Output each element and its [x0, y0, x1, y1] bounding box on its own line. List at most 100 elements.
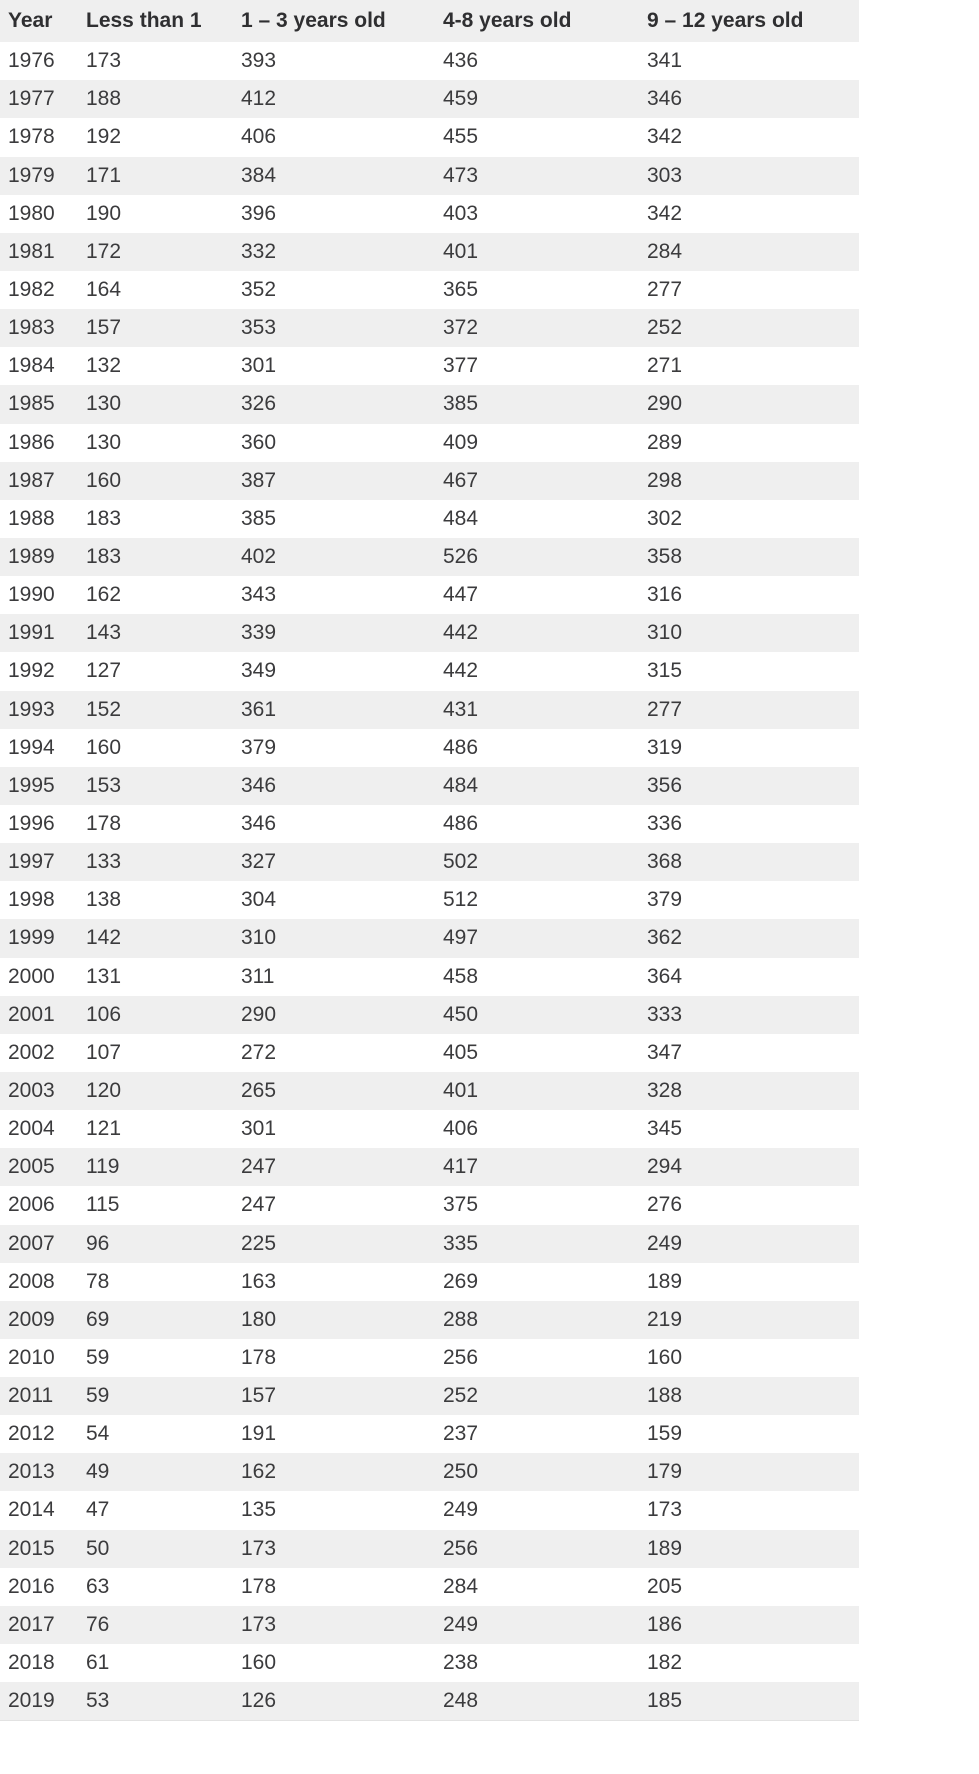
cell-value: 497	[443, 926, 479, 950]
cell-value: 276	[647, 1193, 683, 1217]
cell-value: 249	[647, 1231, 683, 1255]
cell-year: 2004	[8, 1117, 55, 1141]
cell-value: 339	[241, 621, 277, 645]
cell-value: 436	[443, 49, 479, 73]
table-row: 2003 120 265 401 328	[0, 1071, 859, 1111]
table-row: 1976 173 393 436 341	[0, 42, 859, 81]
cell-value: 178	[86, 811, 122, 835]
cell-value: 59	[86, 1384, 110, 1408]
cell-value: 160	[86, 468, 122, 492]
cell-value: 119	[86, 1155, 120, 1179]
cell-value: 346	[241, 773, 277, 797]
table-row: 1980 190 396 403 342	[0, 194, 859, 233]
cell-value: 61	[86, 1651, 110, 1675]
cell-year: 2010	[8, 1345, 55, 1369]
cell-value: 107	[86, 1040, 122, 1064]
table-header-row: Year Less than 1 1 – 3 years old 4-8 yea…	[0, 0, 859, 43]
cell-value: 126	[233, 1682, 435, 1722]
table-row: 2011 59 157 252 188	[0, 1377, 859, 1416]
cell-value: 442	[443, 659, 479, 683]
cell-value: 173	[241, 1612, 277, 1636]
table-row: 2015 50 173 256 189	[0, 1529, 859, 1568]
cell-year: 1990	[8, 583, 55, 607]
cell-value: 405	[443, 1040, 479, 1064]
table-row: 2006 115 247 375 276	[0, 1186, 859, 1225]
cell-value: 333	[647, 1002, 683, 1026]
cell-value: 179	[647, 1460, 683, 1484]
table-row: 1984 132 301 377 271	[0, 347, 859, 386]
cell-value: 360	[241, 430, 277, 454]
table-row: 1998 138 304 512 379	[0, 881, 859, 920]
cell-value: 53	[78, 1682, 233, 1722]
data-table: Year Less than 1 1 – 3 years old 4-8 yea…	[0, 0, 859, 1722]
cell-year: 2000	[8, 964, 55, 988]
cell-value: 284	[647, 239, 683, 263]
cell-value: 252	[647, 316, 683, 340]
cell-year: 1976	[8, 49, 55, 73]
cell-value: 237	[443, 1422, 479, 1446]
cell-year: 1994	[8, 735, 55, 759]
cell-value: 173	[86, 49, 122, 73]
column-header-less-than-1: Less than 1	[86, 9, 202, 32]
table-row: 1995 153 346 484 356	[0, 766, 859, 805]
cell-value: 512	[443, 888, 479, 912]
cell-value: 162	[241, 1460, 277, 1484]
column-header-year: Year	[8, 9, 53, 32]
cell-year: 1996	[8, 811, 55, 835]
cell-value: 356	[647, 773, 683, 797]
cell-value: 49	[86, 1460, 110, 1484]
cell-value: 368	[647, 850, 683, 874]
cell-value: 121	[86, 1117, 122, 1141]
cell-value: 256	[443, 1536, 479, 1560]
table-row: 1999 142 310 497 362	[0, 919, 859, 958]
cell-value: 159	[647, 1422, 683, 1446]
cell-value: 142	[86, 926, 122, 950]
cell-value: 130	[86, 392, 122, 416]
cell-value: 131	[86, 964, 122, 988]
cell-value: 171	[86, 163, 122, 187]
cell-value: 412	[241, 87, 277, 111]
cell-year: 1999	[8, 926, 55, 950]
cell-value: 185	[639, 1682, 859, 1722]
cell-year: 2001	[8, 1002, 55, 1026]
cell-year: 1989	[8, 544, 55, 568]
cell-value: 277	[647, 697, 683, 721]
cell-value: 164	[86, 277, 122, 301]
cell-year: 2003	[8, 1078, 55, 1102]
table-row: 2008 78 163 269 189	[0, 1262, 859, 1301]
cell-value: 450	[443, 1002, 479, 1026]
cell-value: 377	[443, 354, 479, 378]
table-row: 1983 157 353 372 252	[0, 309, 859, 348]
cell-year: 2016	[8, 1574, 55, 1598]
table-row: 1989 183 402 526 358	[0, 537, 859, 577]
cell-value: 431	[443, 697, 479, 721]
cell-value: 326	[241, 392, 277, 416]
cell-value: 272	[241, 1040, 277, 1064]
cell-year: 2002	[8, 1040, 55, 1064]
cell-value: 385	[443, 392, 479, 416]
cell-value: 288	[443, 1307, 479, 1331]
cell-value: 319	[647, 735, 683, 759]
table-row: 1982 164 352 365 277	[0, 270, 859, 310]
cell-value: 526	[443, 544, 479, 568]
table-row: 1992 127 349 442 315	[0, 652, 859, 691]
cell-value: 473	[443, 163, 479, 187]
cell-year: 1978	[8, 125, 55, 149]
cell-value: 163	[241, 1269, 277, 1293]
cell-value: 271	[647, 354, 683, 378]
cell-value: 59	[86, 1345, 110, 1369]
cell-value: 379	[241, 735, 277, 759]
cell-value: 249	[443, 1498, 479, 1522]
cell-value: 132	[86, 354, 122, 378]
cell-value: 157	[241, 1384, 277, 1408]
cell-year: 1980	[8, 201, 55, 225]
cell-value: 188	[86, 87, 122, 111]
cell-value: 188	[647, 1384, 683, 1408]
cell-value: 347	[647, 1040, 683, 1064]
cell-year: 2015	[8, 1536, 55, 1560]
cell-value: 328	[647, 1078, 683, 1102]
cell-value: 115	[86, 1193, 120, 1217]
cell-value: 173	[647, 1498, 683, 1522]
cell-value: 486	[443, 811, 479, 835]
cell-value: 183	[86, 506, 122, 530]
